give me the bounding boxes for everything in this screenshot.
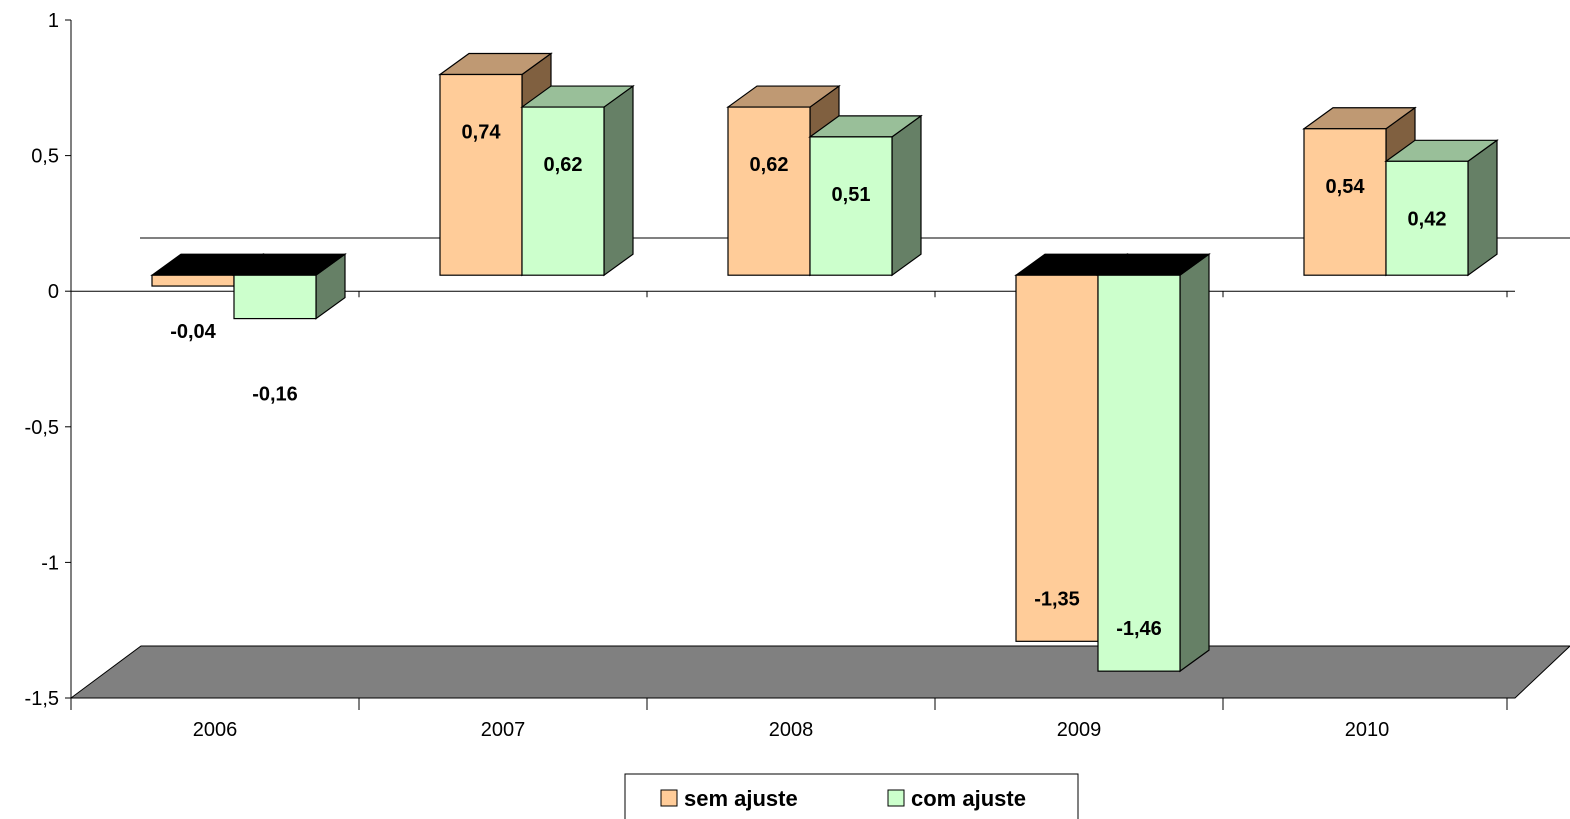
bar-com-ajuste-2008-side (891, 114, 922, 277)
bar-sem-ajuste-2008-front (727, 106, 811, 276)
y-tick-label: -0,5 (25, 417, 59, 439)
data-label-com-ajuste-2006: -0,16 (252, 384, 298, 406)
data-label-com-ajuste-2009: -1,46 (1116, 618, 1162, 640)
chart-floor (69, 645, 1570, 699)
legend-label-com-ajuste: com ajuste (911, 786, 1026, 811)
y-tick-label: -1 (41, 552, 59, 574)
bar-com-ajuste-2006 (232, 253, 347, 320)
x-tick-label: 2007 (481, 719, 526, 741)
bar-com-ajuste-2009-front (1097, 274, 1181, 672)
data-label-com-ajuste-2010: 0,42 (1408, 208, 1447, 230)
y-tick-label: 0,5 (31, 146, 59, 168)
bar-com-ajuste-2010 (1384, 139, 1499, 277)
data-label-com-ajuste-2007: 0,62 (544, 154, 583, 176)
bar-com-ajuste-2007 (520, 84, 635, 277)
data-label-com-ajuste-2008: 0,51 (832, 184, 871, 206)
data-label-sem-ajuste-2007: 0,74 (462, 122, 502, 144)
y-tick-label: 0 (48, 281, 59, 303)
bar-com-ajuste-2007-side (603, 84, 634, 277)
x-tick-label: 2006 (193, 719, 238, 741)
y-tick-label: -1,5 (25, 688, 59, 710)
bar-com-ajuste-2009-side (1179, 253, 1210, 673)
bar-com-ajuste-2008-front (809, 136, 893, 276)
y-tick-label: 1 (48, 10, 59, 32)
legend-box (624, 773, 1079, 819)
data-label-sem-ajuste-2006: -0,04 (170, 321, 216, 343)
floor-plane (69, 645, 1570, 699)
data-label-sem-ajuste-2010: 0,54 (1326, 176, 1366, 198)
bars (150, 52, 1499, 673)
legend-swatch-com-ajuste (887, 789, 905, 807)
data-label-sem-ajuste-2009: -1,35 (1034, 588, 1080, 610)
bar-sem-ajuste-2010-front (1303, 128, 1387, 276)
bar-com-ajuste-2006-front (233, 274, 317, 320)
data-labels: -0,04 -0,16 0,74 0,62 0,62 0,51 -1,35 -1,46 0,54… (170, 122, 1446, 641)
legend-swatch-sem-ajuste (660, 789, 678, 807)
x-tick-label: 2010 (1345, 719, 1390, 741)
bar-com-ajuste-2007-front (521, 106, 605, 276)
legend-label-sem-ajuste: sem ajuste (684, 786, 798, 811)
bar-com-ajuste-2008 (808, 114, 923, 277)
bar-sem-ajuste-2007-front (439, 73, 523, 276)
bar-sem-ajuste-2006-front (151, 274, 235, 287)
bar-sem-ajuste-2009-front (1015, 274, 1099, 642)
x-tick-label: 2008 (769, 719, 814, 741)
axes: 1 0,5 0 -0,5 -1 -1,5 2006 2007 2008 2009 2010 (25, 10, 1570, 741)
bar-com-ajuste-2009 (1096, 253, 1211, 673)
x-tick-label: 2009 (1057, 719, 1102, 741)
bar-com-ajuste-2010-side (1467, 139, 1498, 277)
bar-com-ajuste-2010-front (1385, 160, 1469, 276)
legend: sem ajuste com ajuste (624, 773, 1079, 819)
data-label-sem-ajuste-2008: 0,62 (750, 154, 789, 176)
